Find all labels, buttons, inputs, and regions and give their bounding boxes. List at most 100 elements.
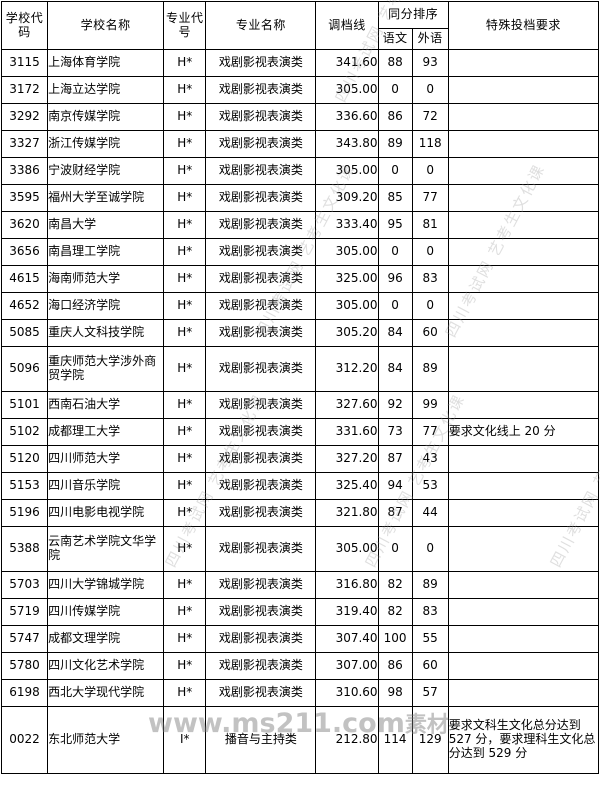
cell-major-name: 戏剧影视表演类: [205, 445, 317, 473]
cell-school-code: 5747: [0, 625, 49, 653]
cell-major-name: 戏剧影视表演类: [205, 157, 317, 185]
header-school-code: 学校代码: [0, 1, 49, 50]
header-chinese: 语文: [377, 28, 413, 50]
cell-score-line: 343.80: [315, 130, 379, 158]
cell-major-code: H*: [163, 472, 207, 500]
cell-special: [447, 265, 600, 293]
cell-special: [447, 526, 600, 572]
cell-school-name: 宁波财经学院: [47, 157, 165, 185]
cell-school-code: 3656: [0, 238, 49, 266]
table-row: 6198 西北大学现代学院 H* 戏剧影视表演类 310.60 98 57: [0, 679, 600, 707]
cell-score-line: 307.40: [315, 625, 379, 653]
cell-special: 要求文化线上 20 分: [447, 418, 600, 446]
cell-foreign: 93: [411, 49, 449, 77]
table-row: 3115 上海体育学院 H* 戏剧影视表演类 341.60 88 93: [0, 49, 600, 77]
cell-major-name: 戏剧影视表演类: [205, 598, 317, 626]
cell-foreign: 57: [411, 679, 449, 707]
cell-chinese: 98: [377, 679, 413, 707]
cell-school-name: 成都理工大学: [47, 418, 165, 446]
cell-chinese: 96: [377, 265, 413, 293]
cell-major-code: I*: [163, 706, 207, 774]
cell-major-code: H*: [163, 319, 207, 347]
cell-special: [447, 103, 600, 131]
cell-school-code: 5703: [0, 571, 49, 599]
cell-chinese: 85: [377, 184, 413, 212]
table-body: 3115 上海体育学院 H* 戏剧影视表演类 341.60 88 93 3172 上海立达学院 H…: [0, 49, 600, 774]
cell-foreign: 0: [411, 292, 449, 320]
cell-major-code: H*: [163, 418, 207, 446]
cell-chinese: 89: [377, 130, 413, 158]
table-row: 5780 四川文化艺术学院 H* 戏剧影视表演类 307.00 86 60: [0, 652, 600, 680]
cell-major-code: H*: [163, 211, 207, 239]
cell-foreign: 89: [411, 571, 449, 599]
cell-foreign: 77: [411, 418, 449, 446]
cell-special: [447, 184, 600, 212]
cell-major-name: 戏剧影视表演类: [205, 238, 317, 266]
cell-major-code: H*: [163, 346, 207, 392]
cell-foreign: 60: [411, 652, 449, 680]
cell-special: [447, 130, 600, 158]
cell-school-code: 5101: [0, 391, 49, 419]
cell-score-line: 305.20: [315, 319, 379, 347]
table-row: 5101 西南石油大学 H* 戏剧影视表演类 327.60 92 99: [0, 391, 600, 419]
cell-score-line: 316.80: [315, 571, 379, 599]
cell-score-line: 309.20: [315, 184, 379, 212]
cell-school-code: 5196: [0, 499, 49, 527]
header-row-main: 学校代码 学校名称 专业代号 专业名称 调档线 同分排序 特殊投档要求: [0, 1, 600, 50]
cell-score-line: 327.60: [315, 391, 379, 419]
cell-chinese: 0: [377, 238, 413, 266]
cell-foreign: 0: [411, 526, 449, 572]
cell-special: [447, 391, 600, 419]
cell-special: [447, 598, 600, 626]
cell-major-name: 戏剧影视表演类: [205, 265, 317, 293]
header-special: 特殊投档要求: [447, 1, 600, 50]
cell-major-name: 戏剧影视表演类: [205, 130, 317, 158]
cell-foreign: 81: [411, 211, 449, 239]
header-foreign: 外语: [411, 28, 449, 50]
cell-major-code: H*: [163, 652, 207, 680]
cell-score-line: 336.60: [315, 103, 379, 131]
cell-score-line: 305.00: [315, 526, 379, 572]
cell-school-name: 云南艺术学院文华学院: [47, 526, 165, 572]
cell-special: [447, 211, 600, 239]
cell-school-name: 重庆人文科技学院: [47, 319, 165, 347]
cell-score-line: 305.00: [315, 157, 379, 185]
cell-school-code: 5153: [0, 472, 49, 500]
cell-foreign: 83: [411, 598, 449, 626]
cell-school-code: 6198: [0, 679, 49, 707]
cell-score-line: 319.40: [315, 598, 379, 626]
cell-major-name: 戏剧影视表演类: [205, 526, 317, 572]
table-head: 学校代码 学校名称 专业代号 专业名称 调档线 同分排序 特殊投档要求 语文 外…: [0, 1, 600, 50]
table-row: 5388 云南艺术学院文华学院 H* 戏剧影视表演类 305.00 0 0: [0, 526, 600, 572]
cell-score-line: 325.00: [315, 265, 379, 293]
cell-special: [447, 346, 600, 392]
cell-special: [447, 319, 600, 347]
table-row: 4652 海口经济学院 H* 戏剧影视表演类 305.00 0 0: [0, 292, 600, 320]
cell-major-code: H*: [163, 103, 207, 131]
table-row: 4615 海南师范大学 H* 戏剧影视表演类 325.00 96 83: [0, 265, 600, 293]
cell-school-code: 3292: [0, 103, 49, 131]
cell-school-name: 南京传媒学院: [47, 103, 165, 131]
cell-score-line: 321.80: [315, 499, 379, 527]
cell-chinese: 94: [377, 472, 413, 500]
cell-special: [447, 499, 600, 527]
table-row: 3595 福州大学至诚学院 H* 戏剧影视表演类 309.20 85 77: [0, 184, 600, 212]
cell-major-code: H*: [163, 184, 207, 212]
table-row: 5196 四川电影电视学院 H* 戏剧影视表演类 321.80 87 44: [0, 499, 600, 527]
cell-school-name: 四川文化艺术学院: [47, 652, 165, 680]
table-row: 0022 东北师范大学 I* 播音与主持类 212.80 114 129 要求文科生文化总分达…: [0, 706, 600, 774]
cell-major-name: 戏剧影视表演类: [205, 625, 317, 653]
cell-major-code: H*: [163, 292, 207, 320]
cell-major-code: H*: [163, 130, 207, 158]
cell-major-name: 戏剧影视表演类: [205, 319, 317, 347]
cell-school-name: 四川大学锦城学院: [47, 571, 165, 599]
cell-school-code: 3620: [0, 211, 49, 239]
table-row: 5102 成都理工大学 H* 戏剧影视表演类 331.60 73 77 要求文化线上 20 分: [0, 418, 600, 446]
cell-major-code: H*: [163, 571, 207, 599]
cell-score-line: 312.20: [315, 346, 379, 392]
cell-major-name: 戏剧影视表演类: [205, 472, 317, 500]
cell-school-name: 四川师范大学: [47, 445, 165, 473]
cell-foreign: 89: [411, 346, 449, 392]
cell-major-code: H*: [163, 391, 207, 419]
cell-foreign: 44: [411, 499, 449, 527]
